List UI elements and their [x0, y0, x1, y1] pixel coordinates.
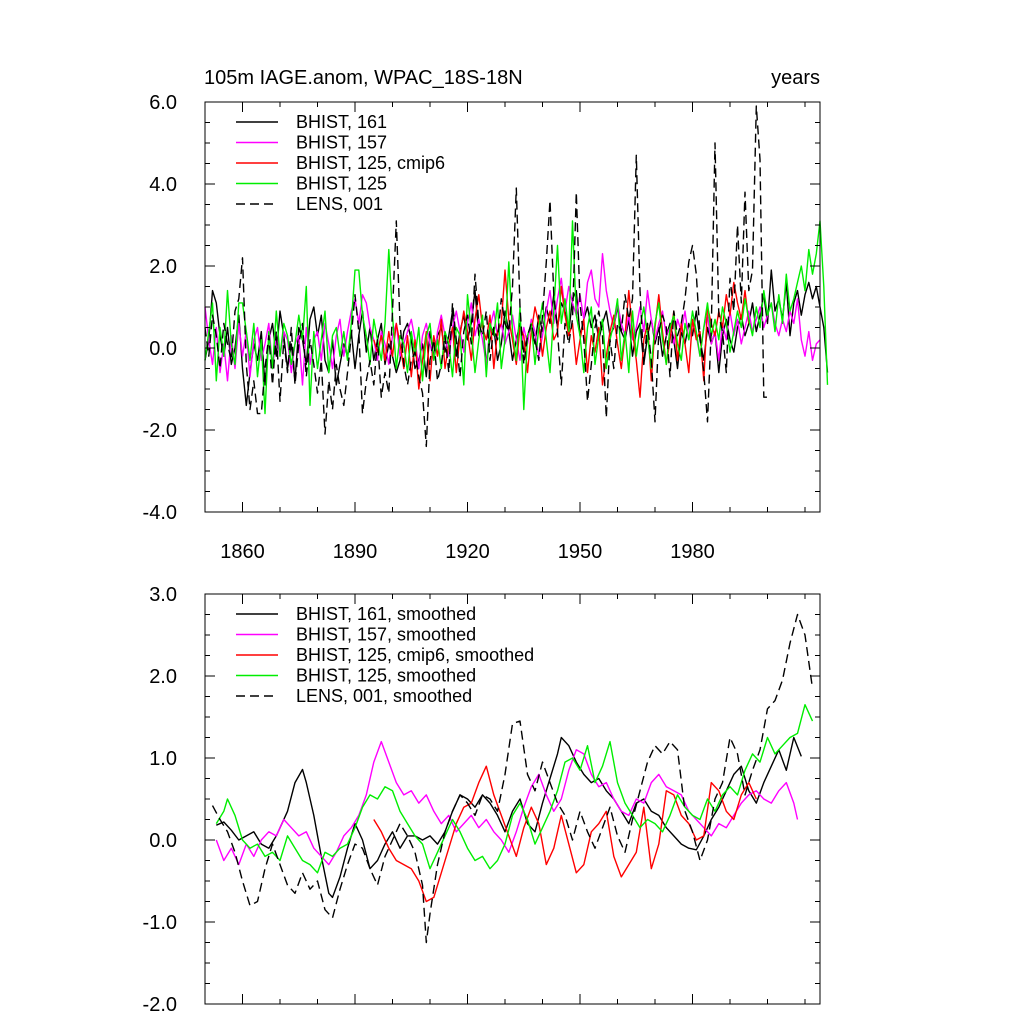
series-line-3 — [204, 220, 829, 415]
legend-label: LENS, 001 — [296, 194, 383, 214]
y-tick-label: 3.0 — [149, 584, 177, 606]
smoothed-series-layer — [211, 613, 814, 944]
y-tick-label: 2.0 — [149, 256, 177, 278]
legend-label: LENS, 001, smoothed — [296, 686, 472, 706]
legend-label: BHIST, 157, smoothed — [296, 625, 476, 645]
plot-title: 105m IAGE.anom, WPAC_18S-18N — [204, 67, 523, 89]
panel-raw: 1860 1890 1920 1950 1980 -4.0 -2.0 0.0 2.0 4.0 6.0… — [143, 92, 829, 563]
y-tick-label: 4.0 — [149, 174, 177, 196]
y-tick-label: -2.0 — [143, 420, 177, 442]
y-tick-label: 0.0 — [149, 338, 177, 360]
raw-series-layer — [204, 105, 829, 448]
y-tick-label: -2.0 — [143, 994, 177, 1016]
legend-label: BHIST, 125, cmip6, smoothed — [296, 645, 534, 665]
x-tick-label: 1980 — [670, 541, 715, 563]
y-tick-label: 6.0 — [149, 92, 177, 114]
legend-label: BHIST, 157 — [296, 133, 387, 153]
series-line-1 — [215, 740, 799, 866]
legend-label: BHIST, 125 — [296, 174, 387, 194]
x-tick-label: 1890 — [333, 541, 378, 563]
series-line-3 — [215, 704, 814, 874]
y-tick-label: 2.0 — [149, 666, 177, 688]
panel-smoothed: -2.0 -1.0 0.0 1.0 2.0 3.0 BHIST, 161, smoothe… — [143, 584, 821, 1016]
x-tick-label: 1860 — [220, 541, 265, 563]
series-line-4 — [204, 105, 768, 448]
x-tick-label: 1920 — [445, 541, 490, 563]
raw-ticks: 1860 1890 1920 1950 1980 -4.0 -2.0 0.0 2.0 4.0 6.0 — [143, 92, 820, 563]
smoothed-ticks: -2.0 -1.0 0.0 1.0 2.0 3.0 — [143, 584, 820, 1016]
x-tick-label: 1950 — [558, 541, 603, 563]
legend-label: BHIST, 125, smoothed — [296, 666, 476, 686]
legend-label: BHIST, 161 — [296, 112, 387, 132]
y-tick-label: -4.0 — [143, 502, 177, 524]
legend-label: BHIST, 125, cmip6 — [296, 153, 445, 173]
series-line-0 — [216, 736, 802, 899]
y-tick-label: 0.0 — [149, 830, 177, 852]
legend-label: BHIST, 161, smoothed — [296, 604, 476, 624]
y-tick-label: 1.0 — [149, 748, 177, 770]
plot-units: years — [771, 67, 820, 89]
y-tick-label: -1.0 — [143, 912, 177, 934]
